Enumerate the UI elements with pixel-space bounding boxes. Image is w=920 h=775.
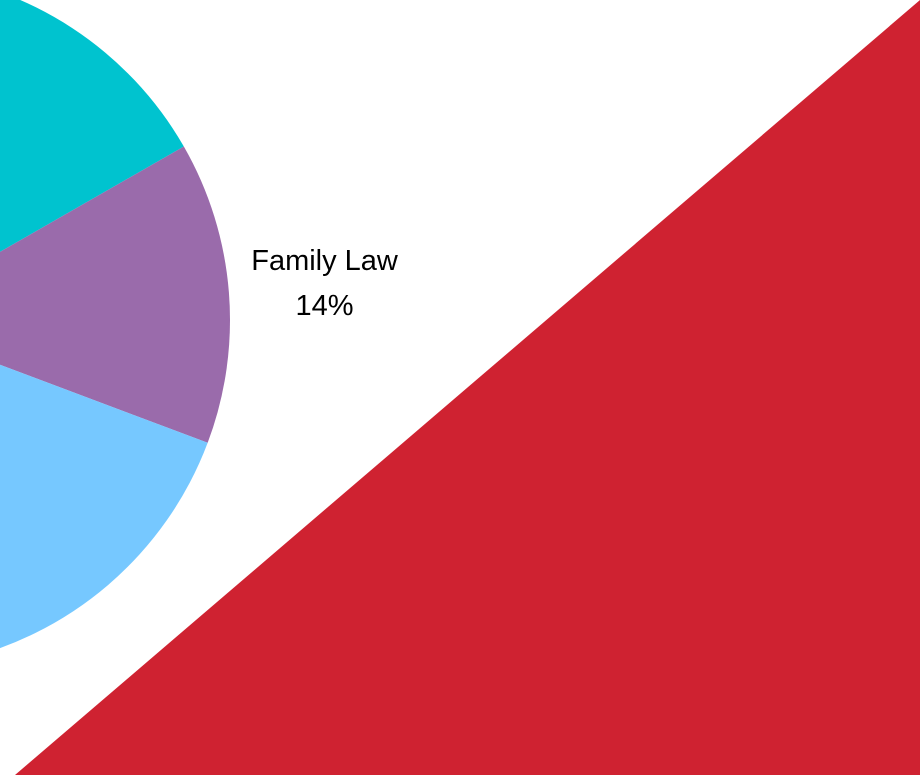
pie-slice xyxy=(0,146,230,443)
pie-slice xyxy=(0,0,184,252)
pie-slice xyxy=(0,364,208,649)
pie xyxy=(0,0,230,649)
red-triangle xyxy=(15,0,920,775)
slice-value-label: 14% xyxy=(296,290,354,322)
slice-label: Family Law xyxy=(251,245,399,277)
